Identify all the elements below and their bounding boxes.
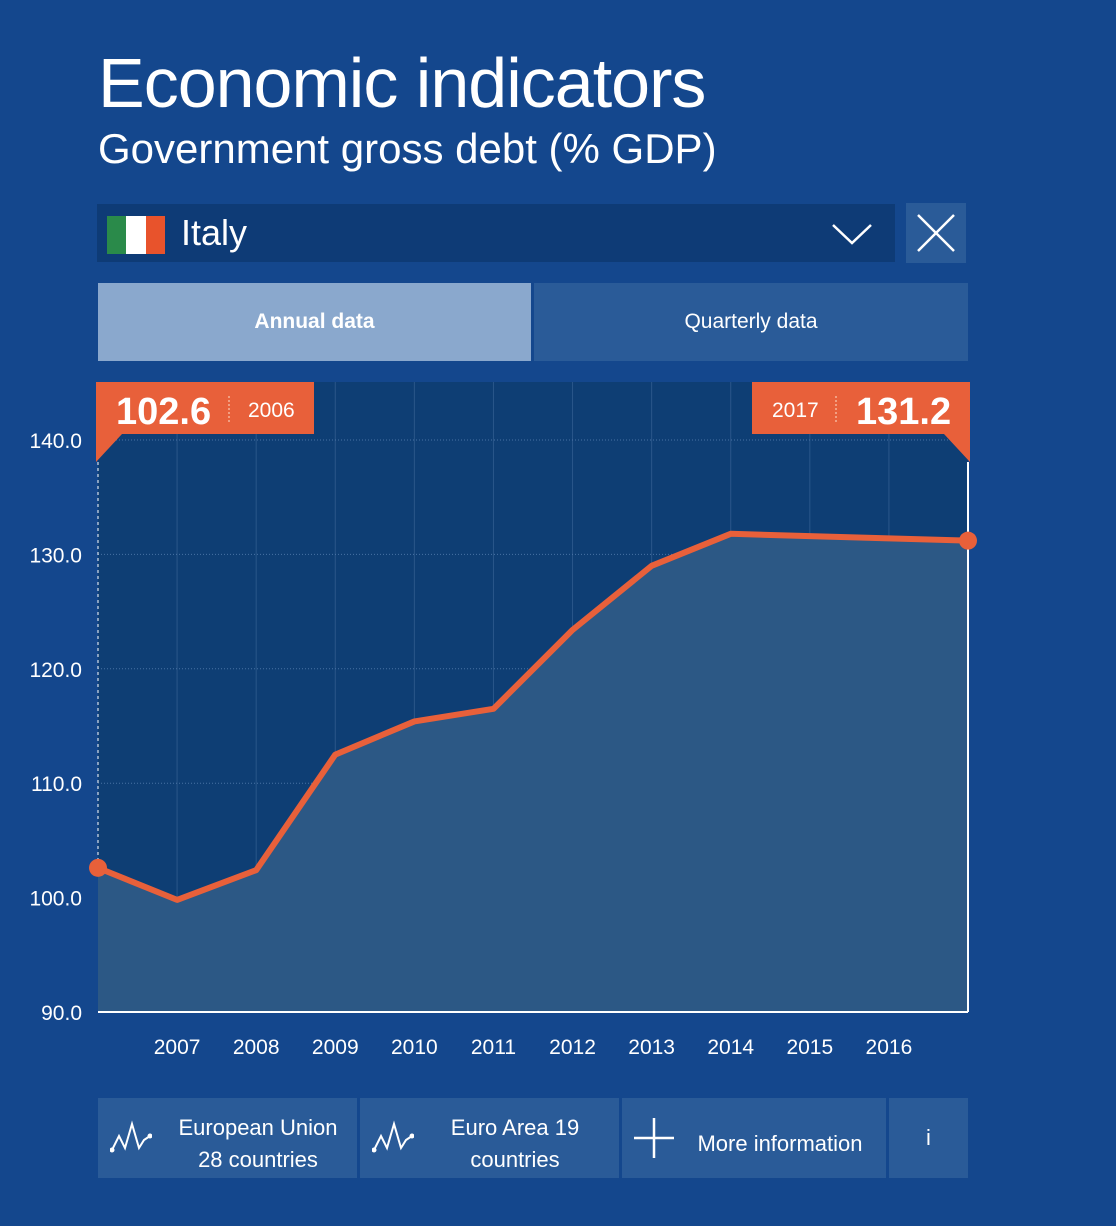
line-chart-icon: [110, 1120, 152, 1153]
more-information-button[interactable]: More information: [622, 1098, 886, 1178]
tab-annual-data[interactable]: Annual data: [98, 283, 531, 361]
x-tick-label: 2008: [233, 1036, 280, 1059]
x-tick-label: 2011: [471, 1036, 516, 1059]
page-subtitle: Government gross debt (% GDP): [98, 125, 717, 172]
info-label: i: [926, 1125, 931, 1150]
european-union-button[interactable]: European Union 28 countries: [98, 1098, 357, 1178]
page-title: Economic indicators: [98, 44, 706, 122]
y-tick-label: 90.0: [41, 1002, 82, 1025]
flag-stripe-green: [107, 216, 127, 254]
european-union-line1: European Union: [178, 1115, 338, 1140]
more-information-label: More information: [697, 1131, 863, 1156]
x-tick-label: 2013: [628, 1036, 675, 1059]
y-tick-label: 110.0: [31, 773, 82, 796]
start-callout-box: [96, 382, 314, 462]
european-union-line2: 28 countries: [198, 1147, 318, 1172]
end-callout-value: 131.2: [856, 391, 951, 433]
series-area: [98, 533, 968, 1012]
x-tick-label: 2014: [707, 1036, 754, 1059]
start-point-marker: [89, 858, 107, 877]
chevron-down-icon: [832, 224, 872, 245]
x-tick-label: 2012: [549, 1036, 596, 1059]
info-button[interactable]: i: [889, 1098, 968, 1178]
x-tick-label: 2009: [312, 1036, 359, 1059]
y-tick-label: 120.0: [29, 659, 82, 682]
debt-chart: 90.0 100.0 110.0 120.0 130.0 140.0 2007 2008 200…: [29, 382, 977, 1059]
flag-stripe-red: [145, 216, 165, 254]
start-callout-value: 102.6: [116, 391, 211, 433]
euro-area-line2: countries: [470, 1147, 560, 1172]
axis-labels: 90.0 100.0 110.0 120.0 130.0 140.0 2007 2008 200…: [29, 430, 912, 1059]
end-point-marker: [959, 531, 977, 550]
country-select-value: Italy: [181, 212, 248, 253]
y-tick-label: 140.0: [29, 430, 82, 453]
close-icon: [917, 214, 955, 252]
flag-stripe-white: [126, 216, 146, 254]
end-callout-box: [752, 382, 970, 462]
y-tick-label: 100.0: [29, 888, 82, 911]
start-callout-year: 2006: [248, 399, 295, 422]
country-select[interactable]: Italy: [97, 204, 895, 262]
y-tick-label: 130.0: [29, 544, 82, 567]
x-tick-label: 2010: [391, 1036, 438, 1059]
italy-flag-icon: [107, 216, 165, 254]
tab-quarterly-data[interactable]: Quarterly data: [534, 283, 968, 361]
x-tick-label: 2015: [786, 1036, 833, 1059]
line-chart-icon: [372, 1120, 414, 1153]
end-callout-year: 2017: [772, 399, 819, 422]
x-tick-label: 2007: [154, 1036, 201, 1059]
plus-icon: [634, 1118, 674, 1158]
x-tick-label: 2016: [866, 1036, 913, 1059]
end-callout: 2017 131.2: [752, 382, 970, 462]
euro-area-line1: Euro Area 19: [450, 1115, 580, 1140]
euro-area-button[interactable]: Euro Area 19 countries: [360, 1098, 619, 1178]
series-layer: [89, 462, 977, 1013]
start-callout: 102.6 2006: [96, 382, 314, 462]
close-button[interactable]: [906, 203, 966, 263]
series-line: [95, 530, 971, 903]
